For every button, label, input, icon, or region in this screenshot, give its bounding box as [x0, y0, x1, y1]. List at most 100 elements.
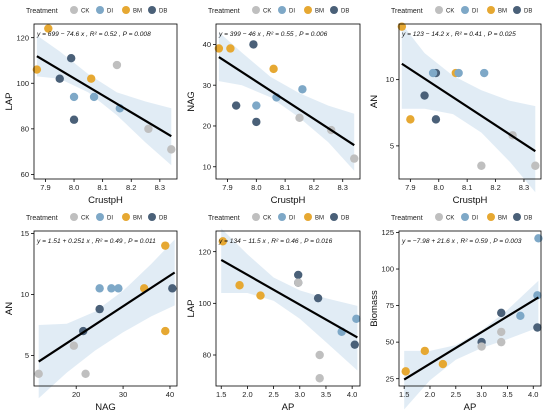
x-tick-label: 2.0 — [242, 390, 252, 399]
data-point-db-6 — [252, 117, 261, 127]
data-point-db-4 — [420, 91, 429, 100]
legend-marker-bm — [304, 6, 312, 14]
scatter-panel-5: Treatment CK DI BM DB y = 134 − 11.5 x , R² =… — [186, 213, 361, 413]
legend-label-db: DB — [524, 216, 532, 222]
data-point-db-7 — [350, 340, 359, 349]
y-axis-label: AN — [4, 302, 15, 315]
legend-label-bm: BM — [133, 216, 142, 222]
x-tick-label: 8.0 — [434, 183, 444, 192]
legend-label-bm: BM — [315, 216, 324, 222]
x-tick-label: 4.0 — [528, 390, 538, 399]
legend-label-bm: BM — [498, 216, 507, 222]
x-tick-label: 2.0 — [425, 390, 435, 399]
y-tick-label: 100 — [381, 265, 394, 274]
scatter-panel-1: Treatment CK DI BM DB y = 699 − 74.6 x , R² =… — [4, 6, 178, 206]
x-tick-label: 8.1 — [97, 183, 107, 192]
y-tick-label: 100 — [16, 79, 29, 88]
x-tick-label: 3.0 — [295, 390, 305, 399]
data-point-ck-10 — [477, 342, 486, 351]
legend-label-di: DI — [472, 9, 478, 15]
x-tick-label: 8.3 — [519, 183, 529, 192]
data-point-di-7 — [69, 92, 79, 102]
data-point-ck-3 — [81, 369, 90, 378]
y-axis-label: Biomass — [369, 290, 380, 327]
confidence-band — [36, 35, 172, 166]
data-point-db-4 — [55, 74, 64, 83]
y-tick-label: 10 — [203, 162, 211, 171]
data-point-di-9 — [352, 314, 361, 324]
regression-equation: y = 699 − 74.6 x , R² = 0.52 , P = 0.008 — [36, 31, 151, 38]
legend-marker-bm — [487, 6, 495, 14]
legend-marker-di — [278, 6, 286, 14]
regression-equation: y = 123 − 14.2 x , R² = 0.41 , P = 0.025 — [401, 31, 516, 38]
data-point-di-8 — [89, 92, 99, 102]
y-tick-label: 60 — [21, 170, 29, 179]
data-point-ck-10 — [295, 113, 304, 123]
legend-label-db: DB — [159, 216, 167, 222]
x-tick-label: 8.1 — [462, 183, 472, 192]
legend-marker-ck — [252, 6, 260, 14]
data-point-di-9 — [534, 234, 543, 243]
y-tick-label: 40 — [203, 40, 211, 49]
data-point-ck-12 — [315, 374, 324, 383]
x-tick-label: 30 — [119, 390, 127, 399]
legend-marker-db — [330, 6, 338, 14]
legend-marker-db — [330, 213, 338, 221]
data-point-bm-3 — [256, 291, 265, 300]
plot-frame — [215, 230, 361, 387]
regression-equation: y = 134 − 11.5 x , R² = 0.46 , P = 0.016 — [218, 238, 333, 245]
legend-label-bm: BM — [315, 9, 324, 15]
legend-marker-ck — [435, 213, 443, 221]
x-tick-label: 8.0 — [251, 183, 261, 192]
plot-frame — [215, 23, 361, 180]
y-tick-label: 80 — [21, 124, 29, 133]
x-tick-label: 8.1 — [280, 183, 290, 192]
data-point-ck-1 — [34, 369, 43, 378]
legend-title: Treatment — [391, 215, 423, 222]
y-tick-label: 50 — [386, 338, 394, 347]
x-axis-label: AP — [282, 402, 295, 413]
x-tick-label: 7.9 — [40, 183, 50, 192]
x-tick-label: 7.9 — [405, 183, 415, 192]
legend-marker-db — [148, 213, 156, 221]
data-point-ck-12 — [350, 154, 359, 163]
data-point-db-5 — [66, 53, 76, 63]
regression-line — [218, 56, 355, 147]
legend-marker-ck — [70, 213, 78, 221]
y-tick-label: 25 — [386, 374, 394, 383]
legend-marker-ck — [252, 213, 260, 221]
legend-label-di: DI — [107, 9, 113, 15]
data-point-di-9 — [480, 68, 489, 78]
data-point-bm-1 — [401, 367, 410, 376]
legend-title: Treatment — [391, 8, 423, 15]
data-point-bm-1 — [44, 24, 53, 33]
legend-label-db: DB — [341, 9, 349, 15]
y-axis-label: NAG — [186, 91, 197, 112]
data-point-db-6 — [431, 115, 441, 124]
data-point-di-7 — [95, 284, 104, 293]
legend-label-ck: CK — [446, 216, 454, 222]
x-axis-label: NAG — [95, 402, 116, 413]
regression-line — [220, 258, 358, 339]
legend: Treatment CK DI BM DB — [26, 6, 167, 15]
legend: Treatment CK DI BM DB — [208, 213, 349, 222]
data-point-db-6 — [313, 293, 323, 303]
x-tick-label: 2.5 — [451, 390, 461, 399]
y-tick-label: 10 — [386, 75, 394, 84]
regression-equation: y = −7.98 + 21.6 x , R² = 0.59 , P = 0.0… — [401, 238, 522, 245]
data-point-ck-12 — [497, 337, 506, 347]
legend-title: Treatment — [26, 215, 58, 222]
y-tick-label: 125 — [381, 228, 394, 237]
legend-marker-ck — [70, 6, 78, 14]
y-tick-label: 120 — [198, 247, 211, 256]
x-tick-label: 4.0 — [347, 390, 357, 399]
data-point-bm-2 — [235, 281, 244, 290]
x-tick-label: 1.5 — [399, 390, 409, 399]
legend: Treatment CK DI BM DB — [391, 6, 532, 15]
data-point-db-5 — [497, 308, 506, 318]
data-point-di-8 — [107, 284, 116, 293]
data-point-ck-10 — [477, 161, 486, 170]
legend-label-ck: CK — [263, 9, 271, 15]
data-point-ck-10 — [294, 278, 303, 287]
